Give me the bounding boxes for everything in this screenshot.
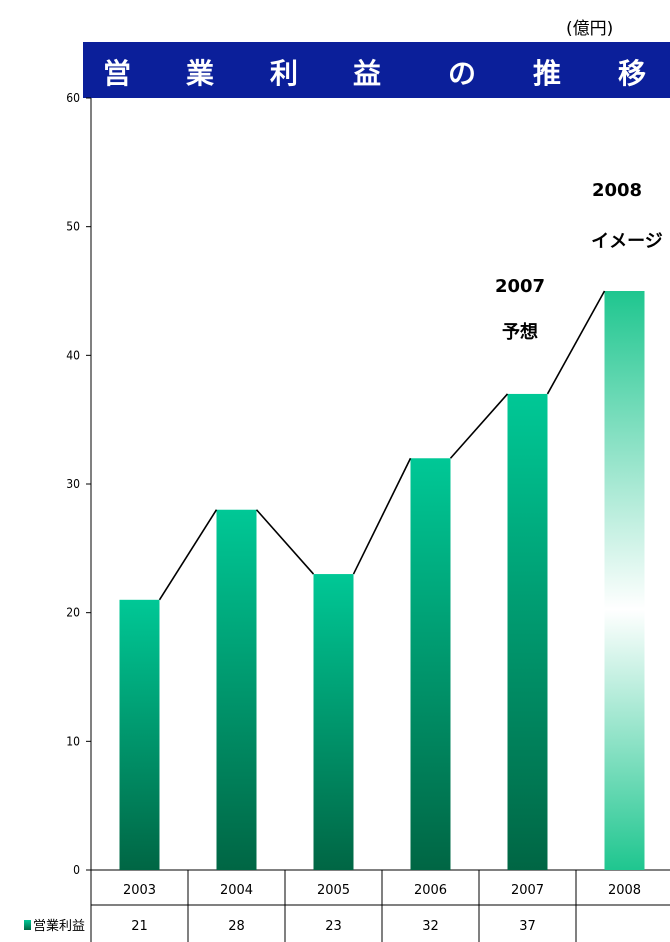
x-category-label: 2003 [123,883,156,898]
y-tick-label: 0 [73,863,80,877]
y-tick-label: 60 [66,91,80,105]
annotation-2007-year: 2007 [495,276,545,297]
table-value: 37 [519,919,536,934]
y-tick-label: 20 [66,606,80,620]
bar-2006 [410,458,451,870]
y-tick-label: 10 [66,734,80,748]
table-value: 23 [325,919,342,934]
annotation-2008-year: 2008 [592,180,642,201]
title-char: 移 [618,57,647,90]
trend-line-segment [158,509,218,601]
title-char: 推 [533,57,562,90]
title-char: 業 [186,57,215,90]
x-category-label: 2008 [608,883,641,898]
trend-line-segment [449,393,509,459]
x-category-label: 2006 [414,883,447,898]
bar-2007 [507,393,548,870]
x-category-label: 2007 [511,883,544,898]
unit-label: (億円) [566,19,614,39]
trend-line-segment [546,290,606,395]
trend-line-segment [352,457,412,575]
legend-swatch [24,920,31,930]
chart-title-bar: 営 業 利 益 の 推 移 [83,42,670,98]
x-category-label: 2005 [317,883,350,898]
bar-2003 [119,599,160,870]
bar-2004 [216,509,257,870]
title-char: 益 [353,57,382,90]
table-value: 32 [422,919,439,934]
table-value: 21 [131,919,148,934]
table-value: 28 [228,919,245,934]
y-tick-label: 30 [66,477,80,491]
annotation-2008-note: イメージ [591,231,663,252]
y-tick-label: 40 [66,348,80,362]
title-char: 利 [270,57,299,90]
bar-2008 [604,291,645,870]
x-category-label: 2004 [220,883,253,898]
trend-line-segment [255,509,315,575]
title-char: の [448,57,477,90]
bar-2005 [313,574,354,870]
annotation-2007-note: 予想 [502,321,538,343]
title-char: 営 [103,57,132,90]
y-tick-label: 50 [66,220,80,234]
legend-label: 営業利益 [33,918,85,934]
